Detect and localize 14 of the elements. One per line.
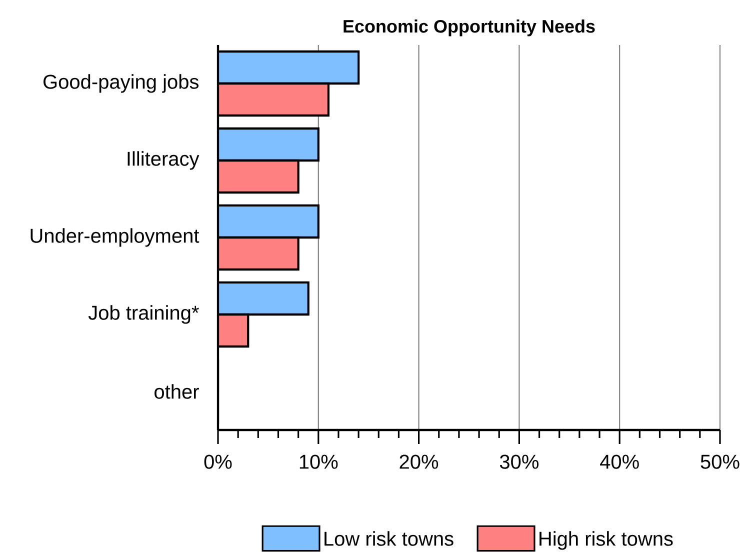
y-tick-label: Illiteracy	[128, 151, 200, 170]
y-tick-label: Good-paying jobs	[44, 74, 199, 93]
x-tick-label: 0%	[204, 454, 232, 469]
x-tick-label: 10%	[300, 454, 338, 469]
legend-label: Low risk towns	[324, 531, 454, 546]
legend-label: High risk towns	[540, 531, 673, 550]
chart-title: Economic Opportunity Needs	[344, 19, 595, 36]
x-tick-label: 50%	[700, 454, 740, 469]
y-tick-label: other	[154, 384, 199, 399]
x-tick-label: 20%	[400, 454, 438, 469]
x-tick-label: 30%	[500, 454, 538, 469]
x-tick-label: 40%	[600, 454, 639, 469]
y-tick-label: Job training*	[88, 305, 199, 324]
y-tick-label: Under-employment	[30, 228, 200, 247]
